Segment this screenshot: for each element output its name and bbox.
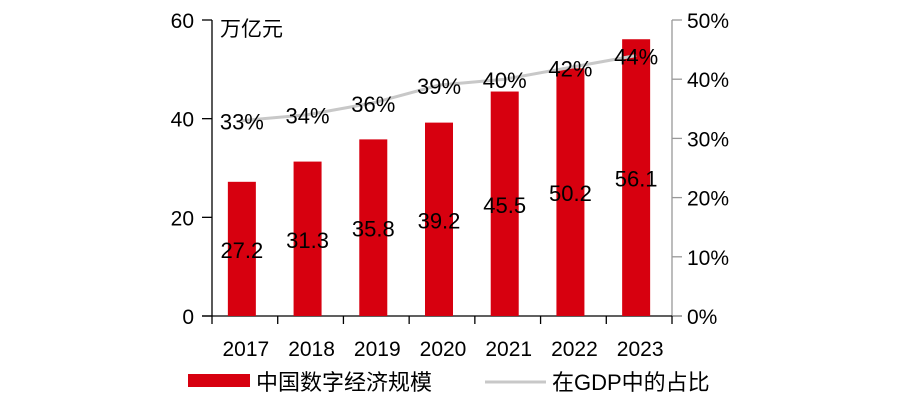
bar xyxy=(556,68,585,316)
x-tick-label: 2019 xyxy=(354,338,401,361)
legend-label-bar: 中国数字经济规模 xyxy=(256,370,432,395)
bar-value-label: 56.1 xyxy=(615,167,658,192)
legend: 中国数字经济规模 在GDP中的占比 xyxy=(188,370,710,395)
line-value-label: 33% xyxy=(220,110,264,135)
right-tick-label: 10% xyxy=(687,247,729,270)
x-tick-label: 2022 xyxy=(551,338,598,361)
line-value-label: 36% xyxy=(351,92,395,117)
left-tick-label: 20 xyxy=(171,207,194,230)
left-tick-label: 40 xyxy=(171,109,194,132)
x-tick-label: 2017 xyxy=(222,338,269,361)
left-axis-unit-label: 万亿元 xyxy=(220,18,283,41)
right-tick-label: 40% xyxy=(687,69,729,92)
bar-value-label: 39.2 xyxy=(418,208,461,233)
right-tick-label: 50% xyxy=(687,10,729,33)
bar xyxy=(227,181,256,316)
bars xyxy=(227,39,651,317)
line-value-label: 42% xyxy=(548,56,592,81)
bar-value-label: 35.8 xyxy=(352,217,395,242)
bar-value-label: 50.2 xyxy=(549,181,592,206)
right-tick-label: 20% xyxy=(687,188,729,211)
line-value-label: 40% xyxy=(483,68,527,93)
bar xyxy=(490,91,519,317)
bar xyxy=(359,139,388,316)
right-tick-label: 0% xyxy=(687,306,717,329)
line-value-label: 39% xyxy=(417,74,461,99)
bar-value-label: 27.2 xyxy=(220,238,263,263)
x-tick-label: 2023 xyxy=(617,338,664,361)
bar-value-label: 45.5 xyxy=(483,193,526,218)
data-labels: 27.2 31.3 35.8 39.2 45.5 50.2 56.1 33% 34% 36% 39%… xyxy=(220,45,658,263)
x-tick-label: 2021 xyxy=(485,338,532,361)
left-tick-label: 0 xyxy=(182,306,194,329)
bar xyxy=(293,161,322,316)
axes: 0 20 40 60 0% 10% 20% 30% 40% 50% 2017 2018 2019 2020… xyxy=(171,10,729,361)
bar xyxy=(425,122,453,316)
bar xyxy=(622,39,651,317)
line-value-label: 44% xyxy=(614,45,658,70)
bar-value-label: 31.3 xyxy=(286,228,329,253)
left-tick-label: 60 xyxy=(171,10,194,33)
legend-label-line: 在GDP中的占比 xyxy=(552,370,710,395)
line-path xyxy=(241,54,637,123)
x-tick-label: 2020 xyxy=(420,338,467,361)
legend-swatch-bar xyxy=(188,374,250,387)
line-value-label: 34% xyxy=(286,104,330,129)
x-tick-label: 2018 xyxy=(288,338,335,361)
line-series xyxy=(241,54,637,123)
right-tick-label: 30% xyxy=(687,128,729,151)
